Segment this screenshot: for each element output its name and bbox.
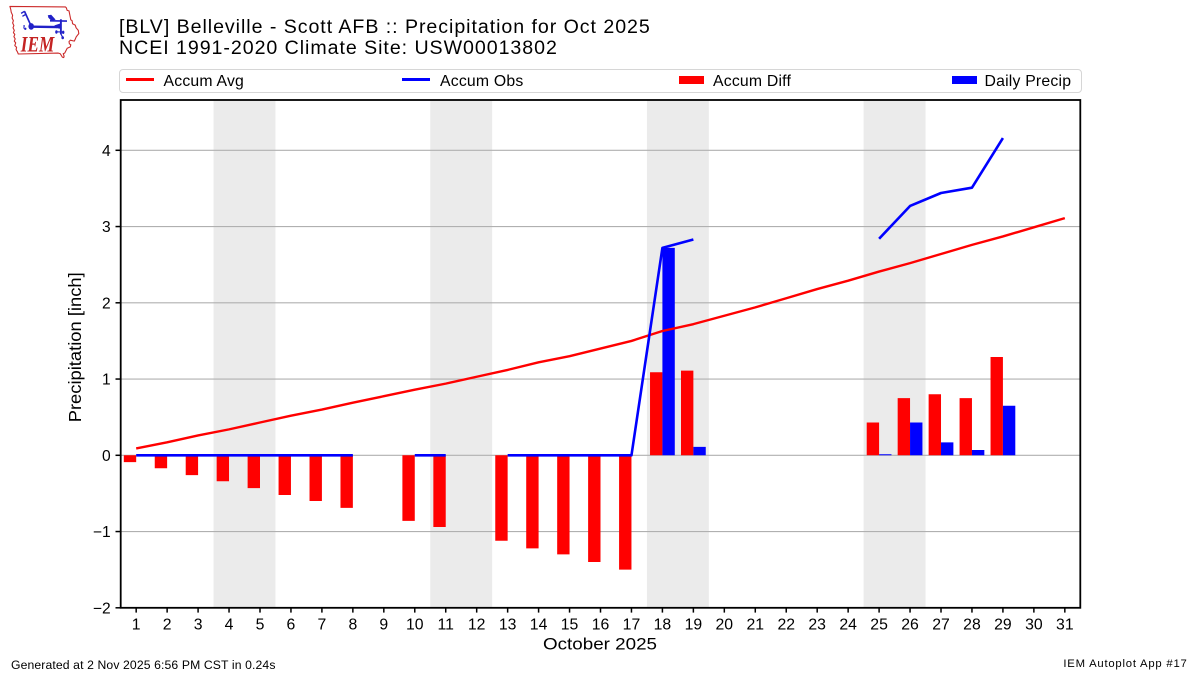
svg-text:29: 29 (994, 617, 1012, 634)
svg-text:17: 17 (623, 617, 641, 634)
svg-text:16: 16 (592, 617, 610, 634)
svg-text:22: 22 (777, 617, 795, 634)
svg-text:11: 11 (438, 617, 455, 634)
svg-text:6: 6 (287, 617, 296, 634)
svg-text:October 2025: October 2025 (543, 634, 657, 653)
svg-text:19: 19 (685, 617, 703, 634)
svg-text:21: 21 (746, 617, 764, 634)
svg-text:13: 13 (499, 617, 517, 634)
svg-text:3: 3 (102, 219, 111, 236)
svg-text:12: 12 (468, 617, 486, 634)
svg-text:1: 1 (132, 617, 141, 634)
svg-text:31: 31 (1056, 617, 1074, 634)
svg-text:IEM: IEM (20, 31, 55, 56)
svg-text:14: 14 (530, 617, 548, 634)
svg-text:4: 4 (102, 143, 111, 160)
svg-text:0: 0 (102, 448, 111, 465)
svg-text:23: 23 (808, 617, 826, 634)
svg-text:26: 26 (901, 617, 919, 634)
svg-text:8: 8 (348, 617, 357, 634)
svg-text:9: 9 (379, 617, 388, 634)
svg-text:25: 25 (870, 617, 888, 634)
svg-text:18: 18 (654, 617, 672, 634)
svg-text:20: 20 (716, 617, 734, 634)
svg-text:2: 2 (102, 295, 111, 312)
svg-text:27: 27 (932, 617, 950, 634)
svg-text:Precipitation [inch]: Precipitation [inch] (65, 272, 85, 422)
svg-text:7: 7 (318, 617, 327, 634)
svg-text:4: 4 (225, 617, 234, 634)
svg-text:2: 2 (163, 617, 172, 634)
svg-text:28: 28 (963, 617, 981, 634)
svg-text:1: 1 (102, 372, 111, 389)
svg-text:3: 3 (194, 617, 203, 634)
svg-text:−1: −1 (93, 524, 111, 541)
svg-text:24: 24 (839, 617, 857, 634)
svg-text:5: 5 (256, 617, 265, 634)
svg-text:15: 15 (561, 617, 579, 634)
svg-text:10: 10 (406, 617, 424, 634)
svg-text:−2: −2 (93, 600, 111, 617)
svg-text:30: 30 (1025, 617, 1043, 634)
